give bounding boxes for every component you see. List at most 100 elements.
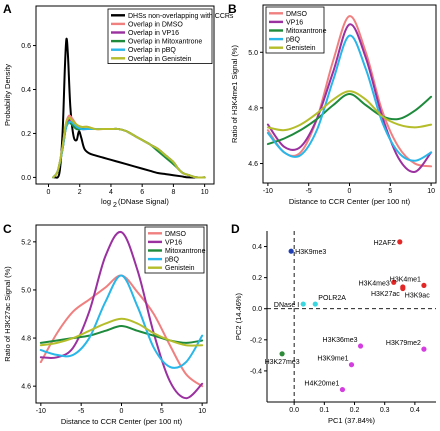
plot-frame: [35, 5, 215, 185]
legend-entry-dhss-non-overlapping-with-ccrs: DHSs non-overlapping with CCRs: [128, 13, 234, 20]
series-line-pbq: [266, 34, 433, 162]
y-tick-label: 0.2: [21, 131, 31, 138]
y-axis-title: Ratio of H3K4me1 Signal (%): [230, 45, 239, 143]
panel-letter-a: A: [3, 2, 12, 16]
y-axis-title: Ratio of H3K27ac Signal (%): [3, 266, 12, 362]
panel-c: C -10 -5 0 5 10 4.6 4.8 5.0 5.2 Ratio of H3K27ac S…: [3, 222, 208, 426]
x-tick-label: 0.3: [380, 407, 390, 414]
panel-b: B -10 -5 0 5 10 4.6 4.8 5.0 Ratio of H3K4me1 Sign…: [228, 2, 437, 206]
point-h2afz: [397, 239, 403, 245]
series-line-genistein: [39, 317, 204, 347]
x-tick-label: -10: [36, 408, 46, 415]
legend-entry-dmso: DMSO: [286, 11, 308, 18]
legend-entry-genistein: Genistein: [286, 45, 316, 52]
y-axis-title: Probability Density: [3, 64, 12, 126]
y-tick-label: 0.6: [21, 43, 31, 50]
series-line-dmso: [266, 15, 433, 168]
y-tick-label: 0.2: [252, 275, 262, 282]
x-tick-label: 10: [198, 408, 206, 415]
x-tick-label: 6: [140, 189, 144, 196]
y-tick-label: 0.0: [21, 175, 31, 182]
y-tick-label: 5.0: [21, 287, 31, 294]
x-tick-label: 10: [201, 189, 209, 196]
point-label-h3k27ac: H3K27ac: [371, 291, 400, 298]
point-label-h3k27me3: H3K27me3: [265, 359, 300, 366]
point-label-h3k4me3: H3K4me3: [359, 280, 390, 287]
series-line-vp16: [39, 231, 204, 400]
point-h3k9me3: [288, 248, 294, 254]
x-tick-label: 0.1: [319, 407, 329, 414]
y-tick-label: 0.0: [252, 306, 262, 313]
point-h3k79me2: [421, 346, 427, 352]
legend-entry-vp16: VP16: [286, 19, 303, 26]
series-line-overlap-in-mitoxantrone: [52, 121, 206, 179]
y-tick-label: 5.0: [248, 50, 258, 57]
legend-entry-pbq: pBQ: [165, 257, 180, 264]
point-label-h3k9ac: H3K9ac: [405, 293, 430, 300]
point-dnase-i: [300, 301, 306, 307]
panel-d: D 0.0 0.1 0.2 0.3 0.4 -0.4 -0.2 0.0 0.2 0.4 PC2 (14…: [231, 222, 436, 425]
x-tick-label: 0.4: [410, 407, 420, 414]
legend-entry-overlap-in-dmso: Overlap in DMSO: [128, 21, 183, 28]
point-label-dnase-i: DNase I: [274, 302, 299, 309]
point-h4k20me1: [339, 386, 346, 393]
legend-entry-dmso: DMSO: [165, 231, 187, 238]
series-line-vp16: [266, 23, 433, 173]
x-tick-label: 0.2: [350, 407, 360, 414]
x-tick-label: 8: [171, 189, 175, 196]
point-h3k4me1: [421, 282, 427, 289]
legend-entry-mitoxantrone: Mitoxantrone: [165, 248, 206, 255]
x-axis-title-subscript: 2: [113, 202, 117, 209]
y-tick-label: -0.4: [250, 368, 262, 375]
point-label-h3k36me3: H3K36me3: [323, 337, 358, 344]
x-tick-label: 0: [120, 408, 124, 415]
legend-box: [107, 8, 213, 64]
x-tick-label: 5: [388, 188, 392, 195]
series-line-overlap-in-pbq: [52, 120, 206, 179]
series-line-dhss-non-overlapping-with-ccrs: [53, 37, 206, 179]
point-label-h3k9me3: H3K9me3: [295, 249, 326, 256]
point-label-polr2a: POLR2A: [318, 295, 346, 302]
y-tick-label: 4.8: [21, 336, 31, 343]
x-tick-label: 4: [109, 189, 113, 196]
y-tick-label: 5.2: [21, 239, 31, 246]
x-tick-label: -10: [263, 188, 273, 195]
y-tick-label: 4.6: [21, 384, 31, 391]
x-tick-label: 0: [47, 189, 51, 196]
point-label-h2afz: H2AFZ: [374, 240, 397, 247]
legend-entry-mitoxantrone: Mitoxantrone: [286, 28, 327, 35]
x-tick-label: -5: [306, 188, 312, 195]
legend-entry-genistein: Genistein: [165, 265, 195, 272]
y-tick-label: 4.6: [248, 161, 258, 168]
point-h3k27me3: [279, 351, 285, 357]
x-tick-label: 0: [348, 188, 352, 195]
legend-entry-pbq: pBQ: [286, 37, 301, 44]
panel-letter-b: B: [228, 2, 237, 16]
legend-entry-overlap-in-mitoxantrone: Overlap in Mitoxantrone: [128, 39, 202, 46]
x-tick-label: -5: [78, 408, 84, 415]
x-axis-title: Distance to CCR Center (per 100 nt): [289, 197, 411, 206]
panel-letter-d: D: [231, 222, 240, 236]
x-axis-title-rest: (DNase Signal): [118, 197, 169, 206]
x-tick-label: 5: [160, 408, 164, 415]
legend-entry-overlap-in-pbq: Overlap in pBQ: [128, 47, 176, 54]
point-label-h3k4me1: H3K4me1: [390, 276, 421, 283]
y-tick-label: 4.8: [248, 105, 258, 112]
point-label-h4k20me1: H4K20me1: [304, 381, 339, 388]
x-axis-title: Distance to CCR Center (per 100 nt): [61, 417, 183, 426]
x-tick-label: 0.0: [289, 407, 299, 414]
x-tick-label: 2: [78, 189, 82, 196]
y-tick-label: 0.4: [252, 244, 262, 251]
series-line-pbq: [39, 274, 204, 369]
x-axis-title-base: log: [101, 197, 111, 206]
series-line-genistein: [266, 90, 433, 132]
point-polr2a: [312, 301, 318, 307]
x-tick-label: 10: [427, 188, 435, 195]
series-line-dmso: [39, 274, 204, 388]
point-h3k36me3: [357, 343, 364, 349]
point-h3k9ac: [400, 285, 406, 292]
point-h3k9me1: [348, 362, 355, 368]
legend-entry-overlap-in-vp16: Overlap in VP16: [128, 30, 179, 37]
